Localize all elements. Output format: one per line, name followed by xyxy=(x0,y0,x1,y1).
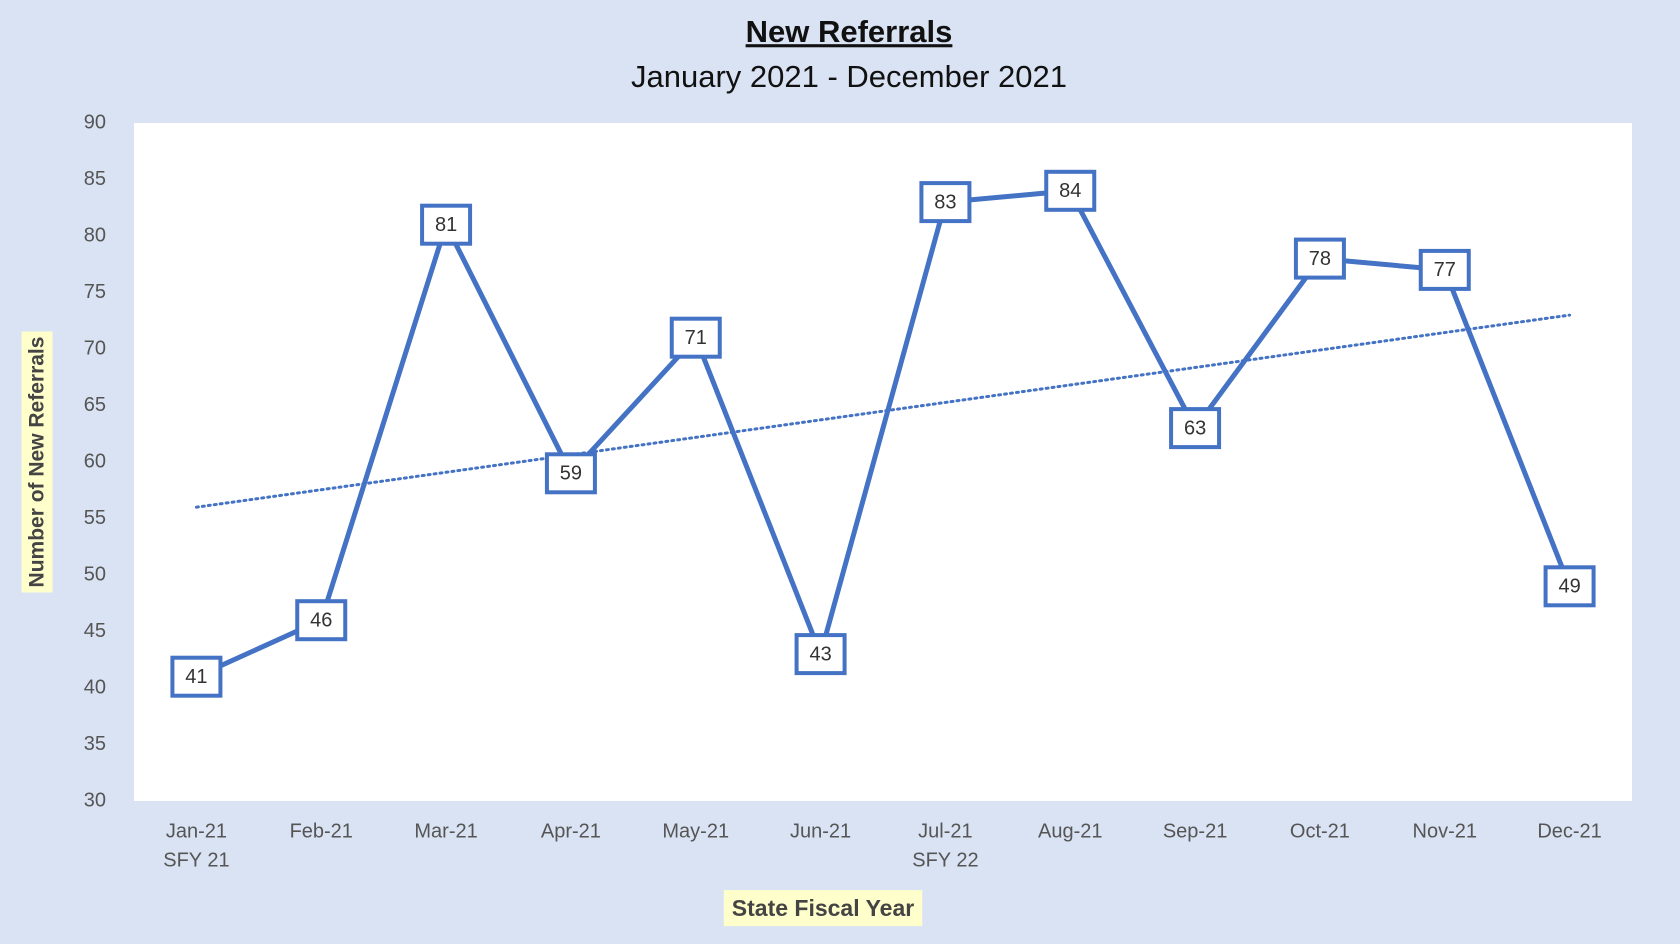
x-tick-sublabel: SFY 22 xyxy=(912,849,978,871)
data-label-box xyxy=(420,203,473,246)
data-label-box xyxy=(794,633,847,676)
data-label: 49 xyxy=(1558,576,1580,598)
y-tick-label: 80 xyxy=(84,224,106,246)
data-label-box xyxy=(919,181,972,224)
y-axis-title: Number of New Referrals xyxy=(26,337,49,588)
chart-subtitle: January 2021 - December 2021 xyxy=(631,59,1067,94)
y-tick-label: 45 xyxy=(84,620,106,642)
x-tick-label: Jan-21 xyxy=(166,820,227,842)
x-tick-label: Apr-21 xyxy=(541,820,601,842)
data-label: 81 xyxy=(435,214,457,236)
data-label: 71 xyxy=(685,327,707,349)
data-label: 63 xyxy=(1184,417,1206,439)
data-label: 46 xyxy=(310,609,332,631)
data-label-box xyxy=(1044,169,1097,212)
chart-title: New Referrals xyxy=(746,14,953,49)
data-label: 78 xyxy=(1309,248,1331,270)
data-label-box xyxy=(1418,248,1471,291)
x-tick-label: Jun-21 xyxy=(790,820,851,842)
y-axis-title-background xyxy=(21,331,53,593)
x-tick-label: Aug-21 xyxy=(1038,820,1103,842)
data-label: 77 xyxy=(1434,259,1456,281)
data-label-box xyxy=(1169,407,1222,450)
y-tick-label: 40 xyxy=(84,676,106,698)
x-tick-label: Jul-21 xyxy=(918,820,972,842)
data-label-box xyxy=(544,452,597,495)
data-label: 59 xyxy=(560,463,582,485)
y-tick-label: 75 xyxy=(84,281,106,303)
x-axis-title: State Fiscal Year xyxy=(732,895,914,921)
y-tick-label: 30 xyxy=(84,789,106,811)
data-label-box xyxy=(1293,237,1346,280)
y-tick-label: 55 xyxy=(84,507,106,529)
y-tick-label: 65 xyxy=(84,394,106,416)
y-tick-label: 60 xyxy=(84,450,106,472)
y-tick-label: 35 xyxy=(84,733,106,755)
x-tick-label: May-21 xyxy=(662,820,729,842)
data-label: 83 xyxy=(934,191,956,213)
x-tick-label: Nov-21 xyxy=(1413,820,1477,842)
x-tick-sublabel: SFY 21 xyxy=(163,849,229,871)
x-tick-label: Sep-21 xyxy=(1163,820,1228,842)
data-label-box xyxy=(295,599,348,642)
x-axis-title-background xyxy=(723,890,923,927)
y-axis-title-group: Number of New Referrals xyxy=(21,331,53,593)
data-label: 43 xyxy=(809,643,831,665)
x-tick-label: Feb-21 xyxy=(290,820,353,842)
y-tick-label: 85 xyxy=(84,168,106,190)
x-tick-label: Mar-21 xyxy=(414,820,477,842)
data-label: 84 xyxy=(1059,180,1081,202)
data-label-box xyxy=(1543,565,1596,608)
y-tick-label: 70 xyxy=(84,337,106,359)
y-tick-label: 50 xyxy=(84,563,106,585)
trendline xyxy=(194,313,1572,509)
data-label-box xyxy=(170,655,223,698)
data-label-box xyxy=(669,316,722,359)
data-label: 41 xyxy=(185,666,207,688)
plot-area xyxy=(134,123,1632,801)
x-tick-label: Dec-21 xyxy=(1537,820,1601,842)
x-tick-label: Oct-21 xyxy=(1290,820,1350,842)
y-tick-label: 90 xyxy=(84,111,106,133)
